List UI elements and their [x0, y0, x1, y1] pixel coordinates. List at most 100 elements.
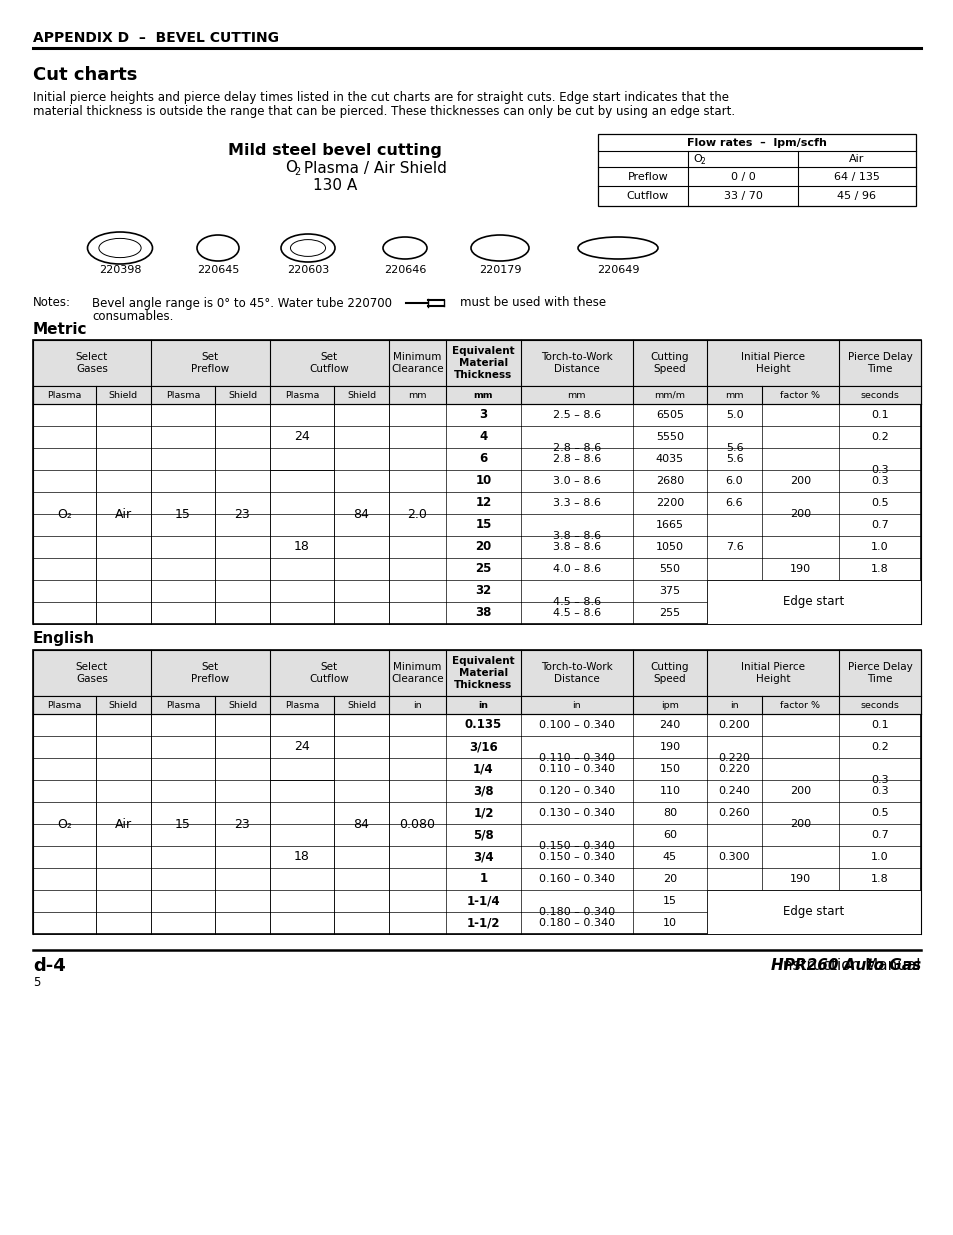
Ellipse shape	[99, 238, 141, 258]
Text: 375: 375	[659, 585, 679, 597]
Text: Initial Pierce
Height: Initial Pierce Height	[740, 352, 804, 374]
Text: mm: mm	[474, 390, 493, 399]
Text: Plasma: Plasma	[285, 700, 319, 709]
Text: APPENDIX D  –  BEVEL CUTTING: APPENDIX D – BEVEL CUTTING	[33, 31, 278, 44]
Text: 0.220: 0.220	[718, 753, 750, 763]
Text: Shield: Shield	[228, 390, 256, 399]
Text: 0.135: 0.135	[464, 719, 501, 731]
Text: 0.2: 0.2	[870, 742, 888, 752]
Text: Shield: Shield	[228, 700, 256, 709]
Text: consumables.: consumables.	[91, 310, 173, 322]
Text: Preflow: Preflow	[627, 172, 668, 182]
Text: 0.150 – 0.340: 0.150 – 0.340	[538, 852, 614, 862]
Text: Instruction Manual: Instruction Manual	[676, 958, 920, 973]
Text: 20: 20	[475, 541, 491, 553]
Text: 5.0: 5.0	[725, 410, 742, 420]
Text: 200: 200	[789, 509, 810, 519]
Text: 0.110 – 0.340: 0.110 – 0.340	[538, 764, 614, 774]
Text: 220603: 220603	[287, 266, 329, 275]
Text: 0.260: 0.260	[718, 808, 750, 818]
Text: 220398: 220398	[99, 266, 141, 275]
Text: 3/4: 3/4	[473, 851, 494, 863]
Text: Metric: Metric	[33, 322, 88, 337]
Bar	[33, 387, 920, 404]
Text: 1-1/4: 1-1/4	[466, 894, 499, 908]
Text: 1.8: 1.8	[870, 874, 888, 884]
Text: 0.3: 0.3	[870, 785, 888, 797]
Text: Air: Air	[114, 508, 132, 520]
Text: Cutting
Speed: Cutting Speed	[650, 662, 688, 684]
Text: mm: mm	[724, 390, 743, 399]
Text: 1-1/2: 1-1/2	[466, 916, 499, 930]
Text: Torch-to-Work
Distance: Torch-to-Work Distance	[540, 662, 612, 684]
Text: Set
Preflow: Set Preflow	[191, 352, 229, 374]
Text: d-4: d-4	[33, 957, 66, 974]
Text: 6.6: 6.6	[725, 498, 742, 508]
Text: mm: mm	[408, 390, 426, 399]
Bar	[706, 890, 920, 934]
Ellipse shape	[196, 235, 239, 261]
Text: 60: 60	[662, 830, 677, 840]
Text: Set
Cutflow: Set Cutflow	[309, 662, 349, 684]
Text: 0.5: 0.5	[870, 498, 888, 508]
Text: Mild steel bevel cutting: Mild steel bevel cutting	[228, 142, 441, 158]
Text: 0.180 – 0.340: 0.180 – 0.340	[538, 906, 614, 918]
Text: 23: 23	[234, 818, 250, 830]
Text: 0.200: 0.200	[718, 720, 750, 730]
Text: Notes:: Notes:	[33, 296, 71, 310]
Text: 240: 240	[659, 720, 679, 730]
Text: 4.5 – 8.6: 4.5 – 8.6	[552, 597, 600, 606]
Text: 200: 200	[789, 819, 810, 829]
Text: 150: 150	[659, 764, 679, 774]
Text: 220649: 220649	[597, 266, 639, 275]
Text: 1/2: 1/2	[473, 806, 494, 820]
Text: Cut charts: Cut charts	[33, 65, 137, 84]
Text: Select
Gases: Select Gases	[75, 352, 108, 374]
Bar	[598, 135, 915, 206]
Bar	[33, 650, 920, 934]
Text: 0 / 0: 0 / 0	[730, 172, 755, 182]
Bar	[33, 340, 920, 624]
Text: 0.110 – 0.340: 0.110 – 0.340	[538, 753, 614, 763]
Text: Shield: Shield	[347, 700, 375, 709]
Text: 5.6: 5.6	[725, 454, 742, 464]
Text: 15: 15	[174, 508, 191, 520]
Text: 0.120 – 0.340: 0.120 – 0.340	[538, 785, 614, 797]
Text: 64 / 135: 64 / 135	[833, 172, 879, 182]
Ellipse shape	[578, 237, 658, 259]
Text: 0.160 – 0.340: 0.160 – 0.340	[538, 874, 614, 884]
Bar	[706, 580, 920, 624]
Text: 5/8: 5/8	[473, 829, 494, 841]
Text: 1050: 1050	[656, 542, 683, 552]
Text: 18: 18	[294, 851, 310, 863]
Text: Shield: Shield	[347, 390, 375, 399]
Bar	[33, 340, 920, 387]
Text: O₂: O₂	[57, 818, 71, 830]
Text: 0.180 – 0.340: 0.180 – 0.340	[538, 918, 614, 927]
Text: 3.8 – 8.6: 3.8 – 8.6	[552, 542, 600, 552]
Text: 0.7: 0.7	[870, 520, 888, 530]
Text: 0.080: 0.080	[399, 818, 435, 830]
Ellipse shape	[382, 237, 427, 259]
Text: 0.150 – 0.340: 0.150 – 0.340	[538, 841, 614, 851]
Text: 2200: 2200	[655, 498, 683, 508]
Text: Plasma / Air Shield: Plasma / Air Shield	[298, 161, 446, 175]
Text: 1.0: 1.0	[870, 542, 888, 552]
Text: 0.3: 0.3	[870, 466, 888, 475]
Text: English: English	[33, 631, 95, 646]
Text: Cutting
Speed: Cutting Speed	[650, 352, 688, 374]
Text: 5.6: 5.6	[725, 443, 742, 453]
Text: 3/16: 3/16	[469, 741, 497, 753]
Text: 24: 24	[294, 431, 310, 443]
Text: 0.7: 0.7	[870, 830, 888, 840]
Text: 2.5 – 8.6: 2.5 – 8.6	[552, 410, 600, 420]
Text: 200: 200	[789, 475, 810, 487]
Text: 190: 190	[789, 564, 810, 574]
Text: 10: 10	[662, 918, 677, 927]
Text: 45: 45	[662, 852, 677, 862]
Text: HPR260 Auto Gas: HPR260 Auto Gas	[770, 958, 920, 973]
Text: 10: 10	[475, 474, 491, 488]
Ellipse shape	[281, 233, 335, 262]
Text: 3.8 – 8.6: 3.8 – 8.6	[552, 531, 600, 541]
Text: 110: 110	[659, 785, 679, 797]
